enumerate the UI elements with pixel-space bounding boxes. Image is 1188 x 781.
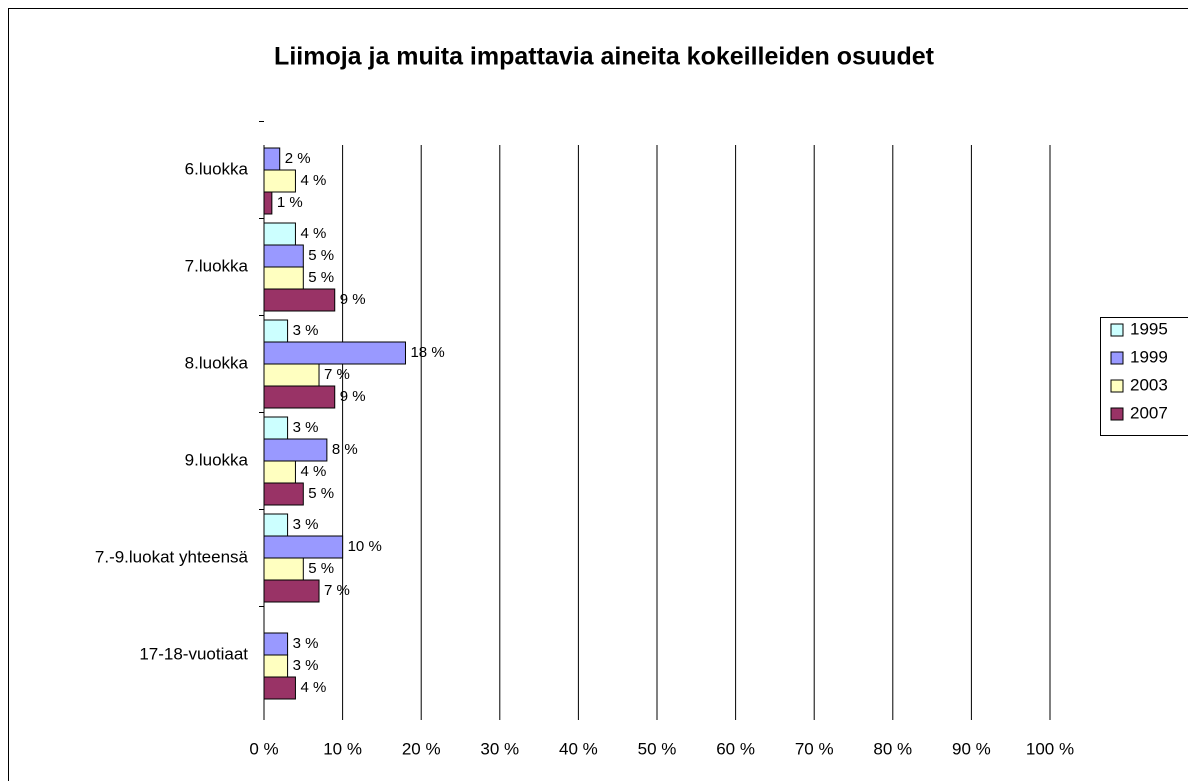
legend-label: 1995 [1130, 319, 1168, 338]
value-label: 9 % [340, 388, 366, 405]
y-tick-label: 8.luokka [185, 353, 249, 372]
y-tick-label: 17-18-vuotiaat [139, 644, 248, 663]
value-label: 5 % [308, 560, 334, 577]
bar [263, 632, 289, 656]
bar [263, 438, 328, 462]
bar [263, 482, 304, 506]
y-tick-label: 9.luokka [185, 450, 249, 469]
value-label: 18 % [410, 344, 444, 361]
value-label: 7 % [324, 366, 350, 383]
legend-swatch [1110, 351, 1124, 365]
legend-swatch [1110, 379, 1124, 393]
legend-label: 1999 [1130, 347, 1168, 366]
chart-title: Liimoja ja muita impattavia aineita koke… [274, 43, 935, 71]
bar [263, 244, 304, 268]
bar [263, 385, 336, 409]
bar [263, 363, 320, 387]
bar [263, 513, 289, 537]
bar [263, 416, 289, 440]
bar [263, 319, 289, 343]
x-tick-label: 80 % [873, 739, 912, 758]
value-label: 10 % [348, 538, 382, 555]
bar [263, 147, 281, 171]
x-tick-label: 30 % [480, 739, 519, 758]
x-tick-label: 20 % [402, 739, 441, 758]
x-tick-label: 90 % [952, 739, 991, 758]
x-tick-label: 0 % [249, 739, 278, 758]
x-tick-label: 60 % [716, 739, 755, 758]
x-tick-label: 50 % [638, 739, 677, 758]
value-label: 4 % [300, 463, 326, 480]
legend-swatch [1110, 407, 1124, 421]
value-label: 4 % [300, 172, 326, 189]
value-label: 5 % [308, 485, 334, 502]
chart-frame [8, 8, 1188, 781]
bar [263, 676, 296, 700]
value-label: 7 % [324, 582, 350, 599]
bar [263, 654, 289, 678]
value-label: 3 % [293, 657, 319, 674]
x-tick-label: 70 % [795, 739, 834, 758]
value-label: 2 % [285, 150, 311, 167]
value-label: 9 % [340, 291, 366, 308]
bar [263, 579, 320, 603]
legend-label: 2003 [1130, 375, 1168, 394]
x-tick-label: 100 % [1026, 739, 1074, 758]
bar [263, 266, 304, 290]
value-label: 8 % [332, 441, 358, 458]
bar [263, 169, 296, 193]
value-label: 3 % [293, 322, 319, 339]
y-tick-label: 7.-9.luokat yhteensä [95, 547, 249, 566]
value-label: 5 % [308, 269, 334, 286]
legend-swatch [1110, 323, 1124, 337]
value-label: 3 % [293, 516, 319, 533]
value-label: 4 % [300, 225, 326, 242]
value-label: 3 % [293, 635, 319, 652]
bar [263, 557, 304, 581]
y-tick-label: 7.luokka [185, 256, 249, 275]
y-tick-label: 6.luokka [185, 159, 249, 178]
value-label: 4 % [300, 679, 326, 696]
bar [263, 460, 296, 484]
bar [263, 341, 406, 365]
x-tick-label: 40 % [559, 739, 598, 758]
bar [263, 535, 344, 559]
bar [263, 222, 296, 246]
bar [263, 288, 336, 312]
value-label: 1 % [277, 194, 303, 211]
value-label: 3 % [293, 419, 319, 436]
bar [263, 191, 273, 215]
value-label: 5 % [308, 247, 334, 264]
legend-label: 2007 [1130, 403, 1168, 422]
x-tick-label: 10 % [323, 739, 362, 758]
